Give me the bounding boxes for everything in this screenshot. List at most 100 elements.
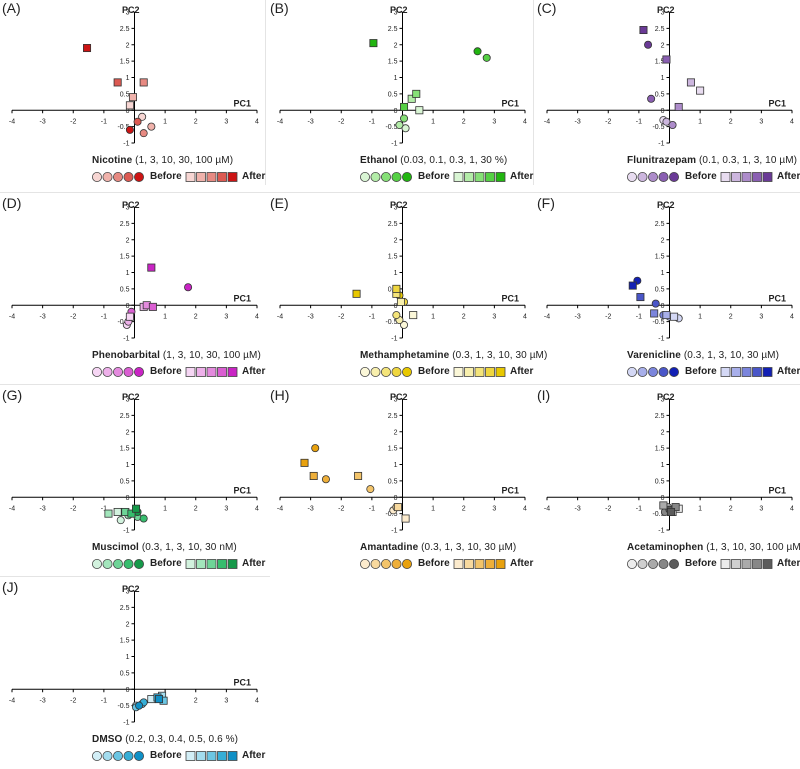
- legend-circle-swatch: [658, 559, 669, 569]
- x-axis-label: PC1: [501, 98, 519, 108]
- legend-circle-swatch: [102, 559, 113, 569]
- legend-circle-swatch: [380, 559, 391, 569]
- y-tick-label: 0: [394, 495, 398, 502]
- x-tick-label: 1: [698, 118, 702, 125]
- after-point: [148, 302, 157, 311]
- after-point: [409, 311, 418, 320]
- before-point: [651, 299, 660, 308]
- x-tick-label: -1: [101, 313, 107, 320]
- y-tick-label: 1.5: [120, 59, 130, 66]
- after-point: [127, 509, 136, 518]
- y-tick-label: 0.5: [655, 91, 665, 98]
- x-tick-label: 4: [255, 118, 259, 125]
- y-tick-label: 2.5: [120, 221, 130, 228]
- y-tick-label: 3: [126, 397, 130, 404]
- concentration-range: (1, 3, 10, 30, 100 µM): [706, 542, 800, 553]
- drug-name: Acetaminophen: [627, 542, 704, 553]
- before-point: [392, 311, 401, 320]
- x-tick-label: -2: [338, 505, 344, 512]
- before-point: [138, 112, 147, 121]
- x-tick-label: -4: [9, 505, 15, 512]
- x-tick-label: 4: [790, 118, 794, 125]
- legend-after-label: After: [510, 171, 534, 182]
- legend-square-swatch: [762, 367, 773, 377]
- x-tick-label: 1: [163, 505, 167, 512]
- concentration-range: (0.3, 1, 3, 10, 30 µM): [421, 542, 517, 553]
- x-tick-label: -3: [575, 505, 581, 512]
- y-axis-label: PC2: [390, 392, 408, 402]
- before-point: [482, 53, 491, 62]
- legend-swatches: [360, 559, 506, 569]
- before-point: [644, 40, 653, 49]
- after-point: [113, 78, 122, 87]
- y-axis-label: PC2: [390, 5, 408, 15]
- y-tick-label: 1: [661, 462, 665, 469]
- y-tick-label: 1.5: [388, 446, 398, 453]
- drug-name: Amantadine: [360, 542, 419, 553]
- legend-after-label: After: [777, 366, 800, 377]
- legend-swatches: [360, 172, 506, 182]
- x-tick-label: -4: [544, 313, 550, 320]
- panel-label: (D): [2, 195, 22, 211]
- drug-name: Varenicline: [627, 350, 681, 361]
- before-point: [116, 516, 125, 525]
- x-tick-label: -4: [277, 313, 283, 320]
- legend-square-swatch: [720, 367, 731, 377]
- legend-circle-swatch: [669, 367, 680, 377]
- y-tick-label: 0.5: [388, 91, 398, 98]
- separator-line: [0, 576, 270, 577]
- y-tick-label: 3: [394, 397, 398, 404]
- panel-label: (A): [2, 0, 21, 16]
- legend-circle-swatch: [669, 172, 680, 182]
- x-tick-label: -3: [308, 505, 314, 512]
- after-point: [639, 26, 648, 35]
- y-tick-label: 1: [661, 75, 665, 82]
- y-tick-label: 2.5: [388, 221, 398, 228]
- y-tick-label: 3: [126, 589, 130, 596]
- before-point: [147, 122, 156, 131]
- drug-caption: Varenicline (0.3, 1, 3, 10, 30 µM): [627, 350, 779, 361]
- legend-circle-swatch: [658, 172, 669, 182]
- legend-circle-swatch: [134, 172, 145, 182]
- legend-circle-swatch: [112, 751, 123, 761]
- y-tick-label: 1: [394, 75, 398, 82]
- y-axis-label: PC2: [657, 392, 675, 402]
- x-axis-label: PC1: [233, 485, 251, 495]
- legend-square-swatch: [196, 559, 206, 569]
- legend-square-swatch: [227, 172, 238, 182]
- before-point: [321, 475, 330, 484]
- legend-circle-swatch: [370, 367, 381, 377]
- x-axis-label: PC1: [768, 485, 786, 495]
- legend-square-swatch: [720, 172, 731, 182]
- after-point: [415, 106, 424, 115]
- legend-circle-swatch: [370, 172, 381, 182]
- legend-square-swatch: [464, 559, 474, 569]
- x-tick-label: 4: [255, 313, 259, 320]
- y-tick-label: 3: [661, 397, 665, 404]
- legend-square-swatch: [217, 751, 227, 761]
- legend-after-label: After: [242, 171, 266, 182]
- separator-line: [0, 384, 800, 385]
- legend-square-swatch: [474, 559, 485, 569]
- legend-square-swatch: [217, 172, 227, 182]
- before-point: [647, 94, 656, 103]
- x-tick-label: 2: [729, 313, 733, 320]
- after-point: [400, 102, 409, 111]
- after-point: [393, 503, 402, 512]
- x-tick-label: 3: [492, 118, 496, 125]
- y-tick-label: -0.5: [385, 511, 397, 518]
- legend-square-swatch: [495, 172, 506, 182]
- legend-circle-swatch: [92, 559, 102, 569]
- x-tick-label: 1: [163, 313, 167, 320]
- x-tick-label: 2: [194, 697, 198, 704]
- panel-c: -4 -3 -2 -1 1 2 3 4 -1 -0.5 0 0.5 1 1.5 2 2.5 3 PC1 PC2 (C…: [535, 0, 800, 190]
- x-tick-label: 3: [759, 118, 763, 125]
- after-point: [113, 507, 122, 516]
- y-tick-label: -1: [123, 141, 129, 148]
- legend-square-swatch: [206, 751, 217, 761]
- before-point: [125, 125, 134, 134]
- before-point: [139, 129, 148, 138]
